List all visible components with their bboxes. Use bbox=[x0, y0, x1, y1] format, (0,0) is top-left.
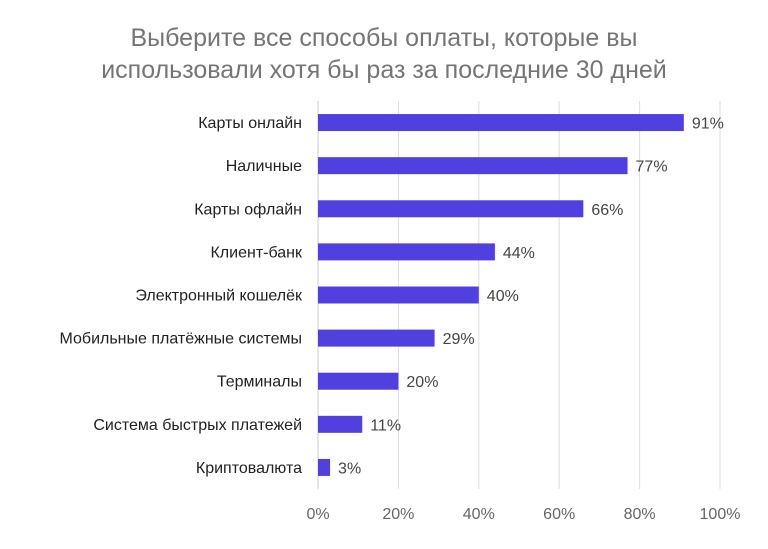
chart-title-line-2: использовали хотя бы раз за последние 30… bbox=[101, 56, 667, 84]
data-label: 20% bbox=[406, 374, 438, 391]
data-label: 29% bbox=[443, 331, 475, 348]
data-label: 44% bbox=[503, 245, 535, 262]
chart-title-line-1: Выберите все способы оплаты, которые вы bbox=[130, 24, 638, 52]
bar bbox=[318, 329, 435, 347]
category-label: Система быстрых платежей bbox=[93, 417, 302, 434]
x-tick-label: 80% bbox=[624, 506, 656, 523]
bar bbox=[318, 114, 684, 132]
x-tick-label: 20% bbox=[382, 506, 414, 523]
x-tick-label: 60% bbox=[543, 506, 575, 523]
category-label: Карты офлайн bbox=[194, 201, 302, 218]
data-label: 40% bbox=[487, 288, 519, 305]
bar bbox=[318, 200, 584, 218]
data-label: 11% bbox=[370, 417, 401, 434]
bar bbox=[318, 157, 628, 175]
category-label: Электронный кошелёк bbox=[135, 288, 303, 305]
bar bbox=[318, 415, 363, 433]
data-label: 77% bbox=[636, 159, 668, 176]
category-label: Криптовалюта bbox=[196, 460, 302, 477]
category-label: Клиент-банк bbox=[210, 244, 303, 261]
bar bbox=[318, 372, 399, 390]
category-label: Карты онлайн bbox=[198, 115, 302, 132]
data-label: 66% bbox=[591, 202, 623, 219]
bar bbox=[318, 243, 495, 261]
x-tick-label: 100% bbox=[700, 506, 741, 523]
x-tick-label: 0% bbox=[306, 506, 329, 523]
chart-title: Выберите все способы оплаты, которые вы … bbox=[0, 22, 768, 86]
data-label: 91% bbox=[692, 116, 724, 133]
bar bbox=[318, 458, 331, 476]
data-label: 3% bbox=[338, 460, 361, 477]
category-label: Наличные bbox=[226, 158, 302, 175]
category-label: Терминалы bbox=[217, 374, 302, 391]
bar bbox=[318, 286, 479, 304]
x-tick-label: 40% bbox=[463, 506, 495, 523]
category-label: Мобильные платёжные системы bbox=[60, 331, 303, 348]
